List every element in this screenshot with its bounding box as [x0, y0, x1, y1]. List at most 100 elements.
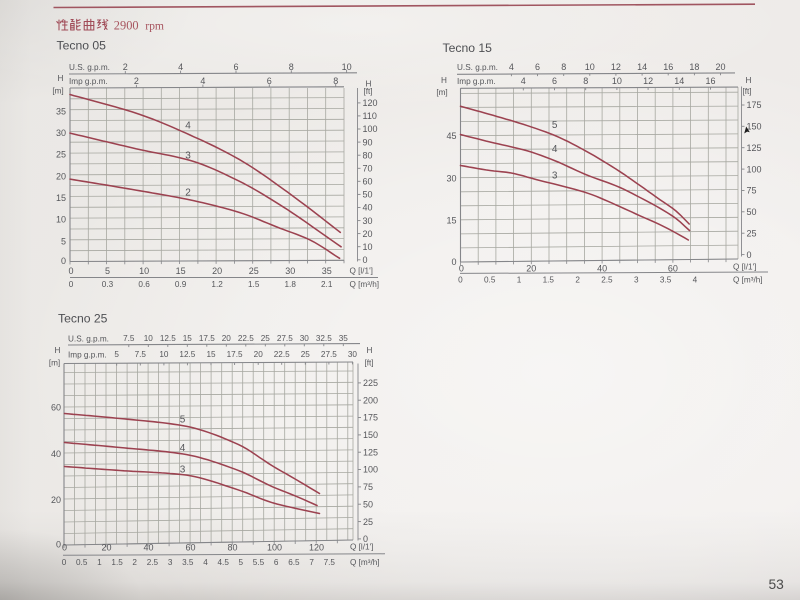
svg-text:20: 20 — [715, 62, 725, 72]
svg-text:0: 0 — [451, 257, 456, 267]
svg-text:1.5: 1.5 — [248, 280, 260, 289]
svg-text:15: 15 — [446, 216, 456, 226]
svg-text:1.8: 1.8 — [285, 280, 297, 289]
svg-text:6: 6 — [267, 76, 272, 86]
svg-text:25: 25 — [747, 228, 757, 238]
svg-text:H: H — [441, 76, 447, 85]
svg-text:20: 20 — [212, 266, 222, 276]
svg-text:20: 20 — [363, 229, 373, 239]
svg-text:7: 7 — [309, 558, 314, 567]
svg-text:17.5: 17.5 — [199, 334, 215, 343]
svg-text:Tecno 15: Tecno 15 — [443, 41, 493, 55]
svg-text:10: 10 — [585, 62, 595, 72]
svg-text:30: 30 — [446, 173, 456, 183]
svg-text:Q [m³/h]: Q [m³/h] — [350, 280, 380, 289]
svg-text:60: 60 — [363, 177, 373, 187]
svg-text:30: 30 — [363, 216, 373, 226]
svg-text:1.5: 1.5 — [543, 275, 555, 284]
svg-text:175: 175 — [363, 413, 378, 423]
svg-text:3.5: 3.5 — [182, 558, 194, 567]
svg-text:4: 4 — [693, 275, 698, 284]
svg-text:75: 75 — [363, 482, 373, 492]
svg-text:30: 30 — [300, 334, 310, 343]
svg-text:90: 90 — [363, 137, 373, 147]
svg-text:20: 20 — [56, 171, 66, 181]
svg-text:[ft]: [ft] — [742, 87, 751, 96]
svg-text:110: 110 — [363, 111, 377, 121]
svg-text:40: 40 — [51, 449, 61, 459]
svg-text:1.2: 1.2 — [211, 280, 223, 289]
svg-text:10: 10 — [159, 350, 169, 359]
svg-text:60: 60 — [185, 542, 195, 552]
svg-text:12: 12 — [643, 76, 653, 86]
svg-text:0.6: 0.6 — [138, 280, 150, 289]
svg-text:100: 100 — [267, 542, 282, 552]
svg-text:22.5: 22.5 — [274, 350, 290, 359]
svg-text:50: 50 — [363, 499, 373, 509]
svg-text:200: 200 — [363, 395, 378, 405]
svg-text:U.S. g.p.m.: U.S. g.p.m. — [457, 63, 498, 72]
svg-text:20: 20 — [101, 542, 111, 552]
svg-text:80: 80 — [227, 542, 237, 552]
svg-text:4.5: 4.5 — [218, 558, 230, 567]
svg-text:3: 3 — [168, 558, 173, 567]
svg-text:H: H — [55, 346, 61, 355]
svg-text:2: 2 — [134, 76, 139, 86]
svg-text:Q [l/1']: Q [l/1'] — [350, 543, 373, 552]
svg-text:60: 60 — [668, 263, 678, 273]
svg-text:120: 120 — [363, 98, 378, 108]
svg-text:Imp g.p.m.: Imp g.p.m. — [68, 350, 107, 359]
svg-text:1: 1 — [517, 275, 522, 284]
svg-text:2.5: 2.5 — [147, 558, 159, 567]
svg-text:100: 100 — [363, 124, 378, 134]
svg-text:4: 4 — [203, 558, 208, 567]
svg-text:35: 35 — [339, 334, 349, 343]
svg-text:rpm: rpm — [145, 20, 164, 33]
svg-text:H: H — [58, 74, 64, 83]
svg-text:27.5: 27.5 — [321, 350, 337, 359]
svg-text:4: 4 — [552, 144, 558, 155]
svg-text:0: 0 — [62, 542, 67, 552]
svg-text:4: 4 — [200, 76, 205, 86]
svg-text:80: 80 — [363, 150, 373, 160]
svg-text:0: 0 — [68, 266, 73, 276]
svg-text:Tecno 05: Tecno 05 — [57, 39, 107, 53]
svg-text:25: 25 — [56, 150, 66, 160]
svg-text:4: 4 — [509, 62, 514, 72]
svg-text:30: 30 — [348, 350, 358, 359]
svg-text:12.5: 12.5 — [179, 350, 195, 359]
svg-text:0.9: 0.9 — [175, 280, 187, 289]
svg-text:70: 70 — [363, 164, 373, 174]
svg-text:5: 5 — [180, 414, 186, 425]
svg-text:6: 6 — [552, 76, 557, 86]
svg-text:3: 3 — [552, 171, 558, 182]
svg-text:20: 20 — [51, 495, 61, 505]
svg-text:15: 15 — [183, 334, 193, 343]
svg-text:12.5: 12.5 — [160, 334, 176, 343]
svg-text:12: 12 — [611, 62, 621, 72]
svg-text:35: 35 — [56, 106, 66, 116]
svg-text:[m]: [m] — [49, 359, 60, 368]
svg-text:14: 14 — [674, 76, 684, 86]
svg-text:150: 150 — [747, 122, 762, 132]
svg-text:40: 40 — [363, 203, 373, 213]
svg-text:2900: 2900 — [114, 19, 139, 33]
svg-text:100: 100 — [363, 465, 378, 475]
svg-text:75: 75 — [747, 186, 757, 196]
svg-text:14: 14 — [637, 62, 647, 72]
svg-text:5: 5 — [61, 236, 66, 246]
svg-text:175: 175 — [747, 100, 762, 110]
svg-text:4: 4 — [180, 443, 186, 454]
svg-text:15: 15 — [56, 193, 66, 203]
svg-text:25: 25 — [363, 517, 373, 527]
svg-text:7.5: 7.5 — [135, 350, 147, 359]
svg-text:[m]: [m] — [52, 87, 63, 96]
svg-text:0: 0 — [363, 255, 368, 265]
svg-text:8: 8 — [583, 76, 588, 86]
svg-text:16: 16 — [663, 62, 673, 72]
svg-text:6.5: 6.5 — [288, 558, 300, 567]
svg-text:8: 8 — [333, 76, 338, 86]
svg-text:5.5: 5.5 — [253, 558, 265, 567]
svg-text:2.5: 2.5 — [601, 275, 613, 284]
svg-text:0: 0 — [69, 280, 74, 289]
